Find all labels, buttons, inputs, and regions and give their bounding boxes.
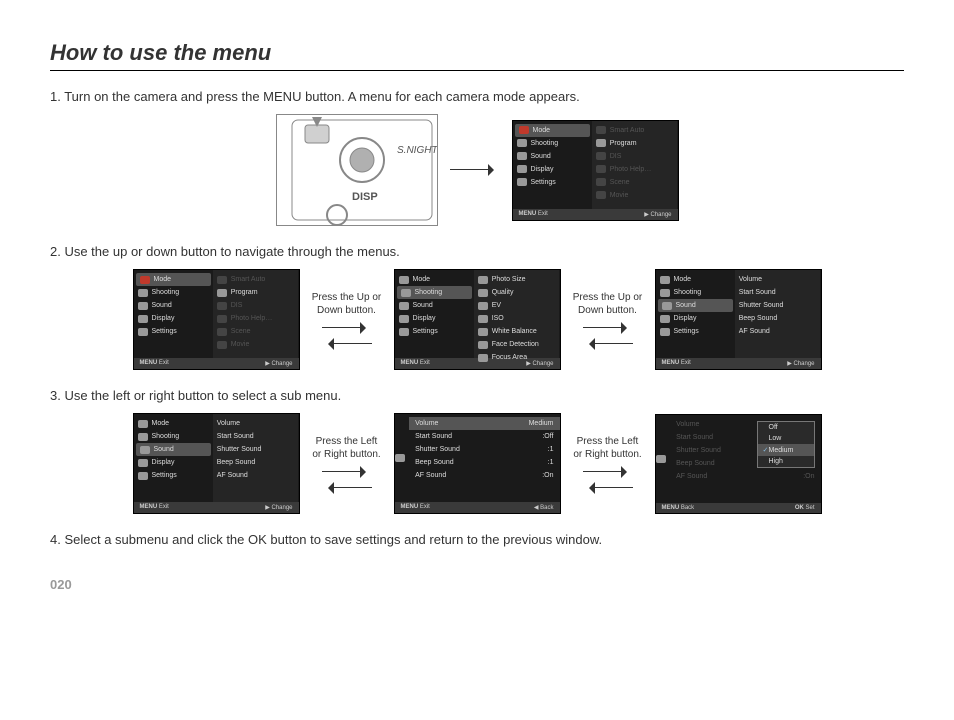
menu-screen-mode: Mode Shooting Sound Display Settings Sma…: [512, 120, 679, 221]
row-1: S.NIGHT DISP Mode Shooting Sound Display…: [50, 114, 904, 226]
menu-item-mode[interactable]: Mode: [515, 124, 590, 137]
kv-startsound[interactable]: Start Sound:Off: [409, 430, 559, 443]
menu-item-sound[interactable]: Sound: [395, 299, 474, 312]
row-2: Mode Shooting Sound Display Settings Sma…: [50, 269, 904, 370]
volume-popup-screen: Volume Start Sound:Off Shutter Sound:1 B…: [655, 414, 822, 514]
opt-off[interactable]: Off: [758, 422, 814, 433]
sub-photohelp[interactable]: Photo Help…: [592, 163, 678, 176]
step-1-text: 1. Turn on the camera and press the MENU…: [50, 89, 904, 104]
kv-shutter[interactable]: Shutter Sound:1: [409, 443, 559, 456]
caption-updown-2: Press the Up or Down button.: [573, 291, 643, 317]
mode-submenu: Smart Auto Program DIS Photo Help… Scene…: [592, 121, 678, 209]
speaker-icon: [395, 454, 405, 462]
arrow-left-icon: [322, 339, 372, 349]
menu-item-shooting[interactable]: Shooting: [656, 286, 735, 299]
menu-screen-shooting: Mode Shooting Sound Display Settings Pho…: [394, 269, 561, 370]
caption-leftright-1: Press the Left or Right button.: [312, 435, 382, 461]
menu-screen-sound: Mode Shooting Sound Display Settings Vol…: [655, 269, 822, 370]
arrow-right-icon: [583, 467, 633, 477]
menu-item-mode[interactable]: Mode: [395, 273, 474, 286]
menu-item-display[interactable]: Display: [656, 312, 735, 325]
menu-item-sound[interactable]: Sound: [134, 299, 213, 312]
menu-item-display[interactable]: Display: [395, 312, 474, 325]
caption-updown-1: Press the Up or Down button.: [312, 291, 382, 317]
opt-medium[interactable]: ✓Medium: [758, 444, 814, 456]
menu-screen-sound-2: Mode Shooting Sound Display Settings Vol…: [133, 413, 300, 514]
sub-movie[interactable]: Movie: [592, 189, 678, 202]
step-3-text: 3. Use the left or right button to selec…: [50, 388, 904, 403]
row-3: Mode Shooting Sound Display Settings Vol…: [50, 413, 904, 514]
arrow-group-3a: Press the Left or Right button.: [312, 435, 382, 493]
menu-screen-mode-2: Mode Shooting Sound Display Settings Sma…: [133, 269, 300, 370]
screen-footer: MENU Exit ▶ Change: [513, 209, 678, 220]
camera-illustration: S.NIGHT DISP: [276, 114, 438, 226]
menu-item-settings[interactable]: Settings: [656, 325, 735, 338]
arrow-right-icon: [583, 323, 633, 333]
menu-item-shooting[interactable]: Shooting: [397, 286, 472, 299]
page-title: How to use the menu: [50, 40, 904, 71]
snight-label: S.NIGHT: [397, 145, 437, 156]
opt-low[interactable]: Low: [758, 433, 814, 444]
sub-program[interactable]: Program: [592, 137, 678, 150]
arrow-right-icon: [450, 165, 500, 175]
arrow-left-icon: [583, 483, 633, 493]
kv-afsound[interactable]: AF Sound:On: [409, 469, 559, 482]
arrow-group-1: [450, 165, 500, 175]
arrow-right-icon: [322, 467, 372, 477]
sub-smartauto[interactable]: Smart Auto: [592, 124, 678, 137]
main-menu-list: Mode Shooting Sound Display Settings: [513, 121, 592, 209]
menu-item-mode[interactable]: Mode: [656, 273, 735, 286]
menu-item-display[interactable]: Display: [513, 163, 592, 176]
arrow-group-3b: Press the Left or Right button.: [573, 435, 643, 493]
menu-item-display[interactable]: Display: [134, 312, 213, 325]
arrow-right-icon: [322, 323, 372, 333]
speaker-icon: [656, 455, 666, 463]
step-4-text: 4. Select a submenu and click the OK but…: [50, 532, 904, 547]
page-number: 020: [50, 577, 904, 592]
menu-item-settings[interactable]: Settings: [395, 325, 474, 338]
menu-item-mode[interactable]: Mode: [136, 273, 211, 286]
sound-settings-screen: VolumeMedium Start Sound:Off Shutter Sou…: [394, 413, 561, 514]
menu-item-shooting[interactable]: Shooting: [513, 137, 592, 150]
kv-beep[interactable]: Beep Sound:1: [409, 456, 559, 469]
sub-scene[interactable]: Scene: [592, 176, 678, 189]
arrow-group-2a: Press the Up or Down button.: [312, 291, 382, 349]
volume-popup: Off Low ✓Medium High: [757, 421, 815, 468]
menu-item-shooting[interactable]: Shooting: [134, 286, 213, 299]
menu-item-settings[interactable]: Settings: [134, 325, 213, 338]
menu-item-settings[interactable]: Settings: [513, 176, 592, 189]
sound-icon-strip: [395, 414, 410, 502]
opt-high[interactable]: High: [758, 456, 814, 467]
arrow-left-icon: [583, 339, 633, 349]
arrow-left-icon: [322, 483, 372, 493]
sub-dis[interactable]: DIS: [592, 150, 678, 163]
caption-leftright-2: Press the Left or Right button.: [573, 435, 643, 461]
menu-item-sound[interactable]: Sound: [513, 150, 592, 163]
menu-item-sound[interactable]: Sound: [658, 299, 733, 312]
arrow-group-2b: Press the Up or Down button.: [573, 291, 643, 349]
step-2-text: 2. Use the up or down button to navigate…: [50, 244, 904, 259]
kv-volume[interactable]: VolumeMedium: [409, 417, 559, 430]
disp-label: DISP: [352, 191, 378, 203]
